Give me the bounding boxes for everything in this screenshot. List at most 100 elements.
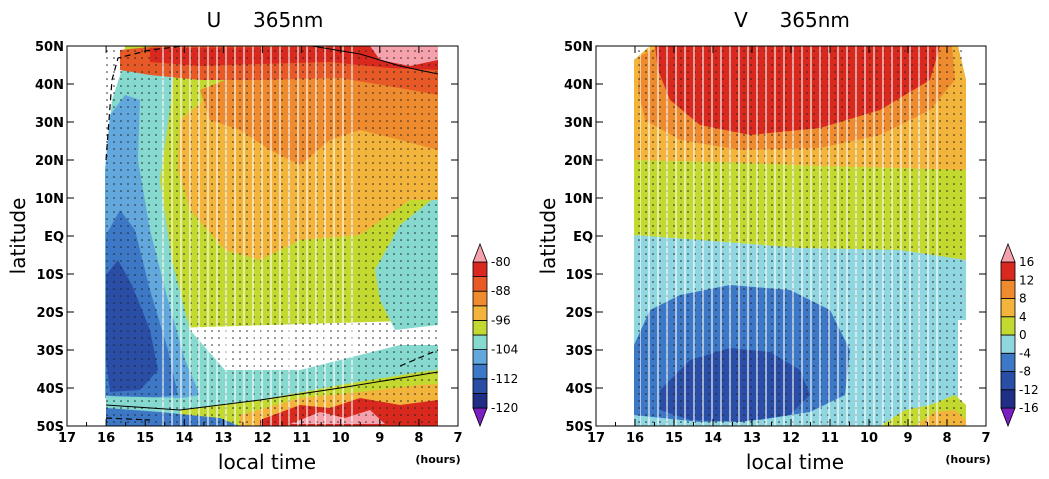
u-y-tick-label: 50S	[37, 420, 64, 435]
u-y-tick-label: 20S	[37, 306, 64, 321]
v-colorbar-label: 16	[1019, 255, 1034, 269]
v-x-tick-label: 16	[626, 431, 644, 446]
u-colorbar-swatch	[472, 290, 488, 307]
panel-u-field	[105, 46, 439, 426]
u-x-tick-label: 14	[175, 431, 193, 446]
v-colorbar-label: 8	[1019, 292, 1027, 306]
u-colorbar-swatch	[472, 334, 488, 351]
v-x-tick-label: 12	[782, 431, 800, 446]
v-colorbar-label: 4	[1019, 310, 1027, 324]
v-y-tick-label: 20S	[566, 306, 593, 321]
u-x-tick-label: 10	[332, 431, 350, 446]
u-colorbar-label: -88	[491, 284, 511, 298]
panel-u-title: U 365nm	[207, 8, 324, 32]
v-y-tick-label: 40S	[566, 382, 593, 397]
panel-u-y-axis: 50N 40N 30N 20N 10N EQ 10S 20S 30S 40S 50S	[35, 40, 458, 435]
u-contour-top-right	[308, 46, 439, 75]
u-colorbar-swatch	[472, 392, 488, 409]
u-y-tick-label: 30N	[35, 116, 64, 131]
u-colorbar-swatch	[472, 319, 488, 336]
v-stripe-overlay	[640, 46, 940, 426]
v-y-tick-label: 10N	[564, 192, 593, 207]
u-colorbar-swatch	[472, 349, 488, 365]
panel-u-x-units: (hours)	[415, 453, 460, 466]
v-colorbar-swatch	[1000, 352, 1016, 372]
v-colorbar-label: -4	[1019, 346, 1031, 360]
v-x-tick-label: 11	[821, 431, 839, 446]
u-x-tick-label: 7	[453, 431, 462, 446]
v-colorbar-max-triangle	[1000, 242, 1016, 263]
v-colorbar-min-triangle	[1000, 407, 1016, 428]
u-y-tick-label: 40S	[37, 382, 64, 397]
u-colorbar-label: -112	[491, 372, 518, 386]
u-x-tick-label: 13	[214, 431, 232, 446]
u-colorbar-label: -80	[491, 255, 511, 269]
u-x-tick-label: 12	[253, 431, 271, 446]
u-colorbar-min-triangle	[472, 407, 488, 428]
panel-v-y-axis-label: latitude	[536, 198, 560, 275]
u-colorbar-swatch	[472, 276, 488, 292]
u-x-tick-label: 15	[136, 431, 154, 446]
panel-u-y-axis-label: latitude	[6, 198, 30, 275]
v-y-tick-label: EQ	[573, 230, 593, 245]
v-colorbar-label: 0	[1019, 328, 1027, 342]
u-colorbar-label: -96	[491, 313, 511, 327]
panel-v-x-axis-label: local time	[746, 450, 844, 474]
v-x-tick-label: 17	[587, 431, 605, 446]
u-colorbar-max-triangle	[472, 242, 488, 263]
u-x-tick-label: 9	[375, 431, 384, 446]
u-colorbar-swatch	[472, 363, 488, 380]
v-y-tick-label: 20N	[564, 154, 593, 169]
v-x-tick-label: 10	[860, 431, 878, 446]
u-colorbar-swatch	[472, 261, 488, 278]
v-x-tick-label: 14	[704, 431, 722, 446]
v-colorbar-label: 12	[1019, 273, 1034, 287]
u-y-tick-label: 20N	[35, 154, 64, 169]
u-contour-top	[105, 46, 189, 161]
v-y-tick-label: 30N	[564, 116, 593, 131]
u-x-tick-label: 11	[293, 431, 311, 446]
u-colorbar-label: -120	[491, 401, 518, 415]
v-colorbar-swatch	[1000, 298, 1016, 318]
v-x-tick-label: 13	[743, 431, 761, 446]
u-colorbar-swatch	[472, 378, 488, 394]
u-y-tick-label: 50N	[35, 40, 64, 55]
v-x-tick-label: 8	[942, 431, 951, 446]
u-colorbar-label: -104	[491, 343, 518, 357]
v-y-tick-label: 50N	[564, 40, 593, 55]
u-stripe-overlay	[160, 46, 360, 426]
panel-v-field	[634, 46, 966, 426]
v-colorbar-label: -8	[1019, 365, 1031, 379]
v-colorbar-label: -12	[1019, 383, 1039, 397]
u-contour-bottom	[105, 371, 439, 411]
u-y-tick-label: EQ	[44, 230, 64, 245]
v-colorbar-swatch	[1000, 316, 1016, 336]
panel-v-colorbar: 16 12 8 4 0 -4 -8 -12 -16	[1000, 242, 1039, 428]
v-colorbar-swatch	[1000, 261, 1016, 281]
u-contour-bottom-dash	[105, 349, 439, 421]
panel-v-title: V 365nm	[734, 8, 850, 32]
panel-u: U 365nm	[6, 8, 518, 474]
v-y-tick-label: 30S	[566, 344, 593, 359]
panel-u-x-axis-label: local time	[218, 450, 316, 474]
v-y-tick-label: 50S	[566, 420, 593, 435]
u-colorbar-swatch	[472, 305, 488, 321]
panel-v-x-axis: 17 16 15 14 13 12 11 10 9 8 7	[587, 46, 991, 446]
u-x-tick-label: 16	[97, 431, 115, 446]
v-colorbar-swatch	[1000, 279, 1016, 299]
v-y-tick-label: 40N	[564, 78, 593, 93]
v-colorbar-swatch	[1000, 371, 1016, 391]
panel-v: V 365nm 50N 40N 30N 20N 10N EQ 10S 20S 30S 40S 50S…	[536, 8, 1039, 474]
u-y-tick-label: 10N	[35, 192, 64, 207]
u-y-tick-label: 40N	[35, 78, 64, 93]
panel-v-x-units: (hours)	[945, 453, 990, 466]
v-x-tick-label: 9	[903, 431, 912, 446]
u-y-tick-label: 30S	[37, 344, 64, 359]
v-colorbar-swatch	[1000, 334, 1016, 354]
v-x-tick-label: 15	[665, 431, 683, 446]
v-colorbar-swatch	[1000, 389, 1016, 409]
u-x-tick-label: 17	[58, 431, 76, 446]
panel-v-y-axis: 50N 40N 30N 20N 10N EQ 10S 20S 30S 40S 50S	[564, 40, 986, 435]
v-colorbar-label: -16	[1019, 401, 1039, 415]
